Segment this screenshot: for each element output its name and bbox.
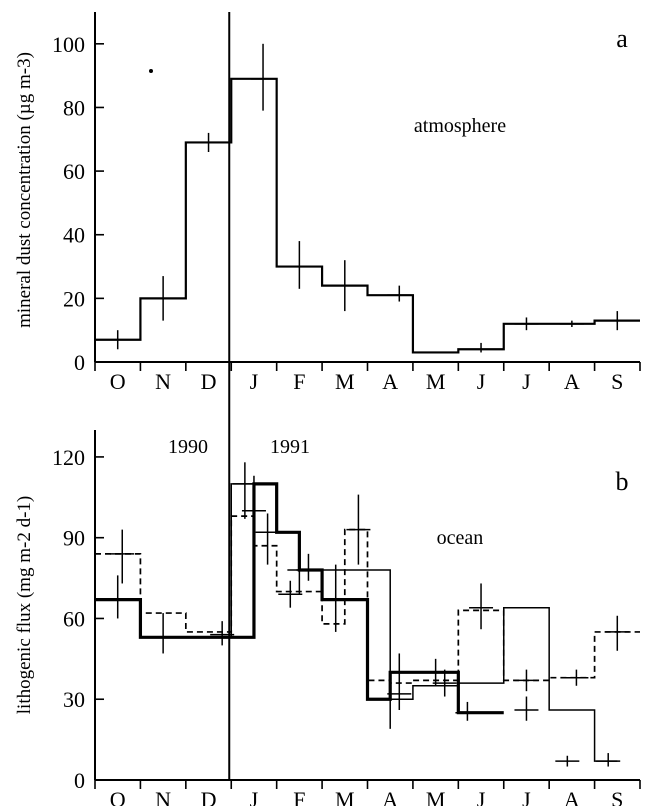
series-1-step-line [208,483,618,762]
y-tick-label: 0 [74,350,85,375]
y-tick-label: 60 [63,606,85,631]
x-tick-label: J [522,787,531,806]
x-tick-label: S [611,369,623,394]
x-tick-label: J [477,787,486,806]
y-tick-label: 0 [74,768,85,793]
x-tick-label: A [382,787,398,806]
panel-letter: a [616,24,628,53]
x-tick-label: N [155,369,171,394]
y-tick-label: 20 [63,286,85,311]
x-tick-label: M [335,787,355,806]
y-tick-label: 90 [63,526,85,551]
x-tick-label: F [293,369,305,394]
panel-annotation: ocean [437,527,484,549]
x-tick-label: D [201,369,217,394]
y-axis-title: lithogenic flux (mg m-2 d-1) [14,496,35,714]
year-label: 1991 [270,436,310,458]
x-tick-label: J [250,369,259,394]
x-tick-label: N [155,787,171,806]
x-tick-label: J [477,369,486,394]
x-tick-label: F [293,787,305,806]
series-0-step-line [95,77,640,354]
y-axis-title: mineral dust concentration (µg m-3) [14,52,35,328]
x-tick-label: A [382,369,398,394]
x-tick-label: A [564,369,580,394]
y-tick-label: 60 [63,159,85,184]
x-tick-label: O [110,787,126,806]
marker-dot [149,69,153,73]
panel-b: O N D J F M A M J J A S 0 30 60 90 120 lithogenic flux (m… [14,430,641,806]
x-tick-label: A [564,787,580,806]
panel-letter: b [616,467,629,496]
y-tick-label: 30 [63,687,85,712]
x-tick-label: O [110,369,126,394]
y-tick-label: 100 [52,32,85,57]
y-tick-label: 120 [52,445,85,470]
panel-annotation: atmosphere [414,115,506,137]
series-0-step-line [95,482,504,715]
y-tick-label: 80 [63,95,85,120]
x-tick-label: M [335,369,355,394]
x-tick-label: J [522,369,531,394]
x-tick-label: M [426,369,446,394]
x-tick-label: S [611,787,623,806]
year-label: 1990 [168,436,208,458]
panel-a: O N D J F M A M J J A S 0 20 40 60 80 100 mineral dust con… [14,12,641,394]
x-tick-label: D [201,787,217,806]
y-tick-label: 40 [63,223,85,248]
x-tick-label: M [426,787,446,806]
x-tick-label: J [250,787,259,806]
